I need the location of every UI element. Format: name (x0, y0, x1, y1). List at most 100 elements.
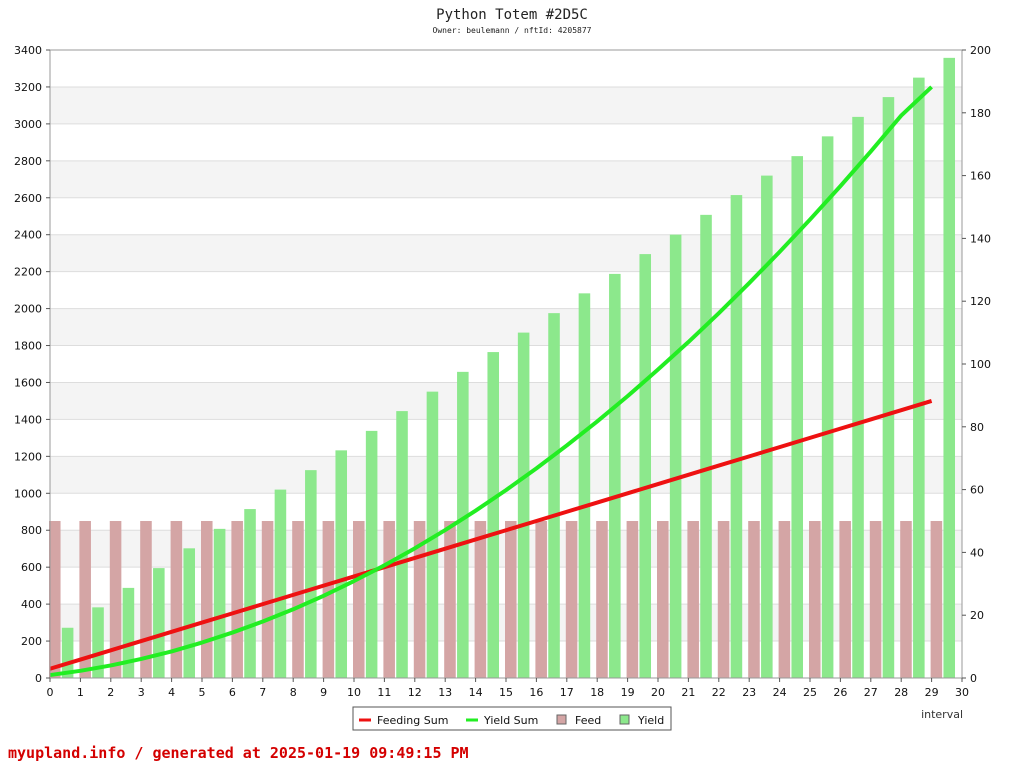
right-tick-label: 180 (970, 107, 991, 120)
feed-bar (657, 521, 669, 678)
x-tick-label: 1 (77, 686, 84, 699)
feed-bar (292, 521, 304, 678)
left-tick-label: 1800 (14, 340, 42, 353)
feed-bar (869, 521, 882, 678)
feed-bar (413, 521, 426, 678)
left-tick-label: 2200 (14, 266, 42, 279)
feed-bar (778, 521, 791, 678)
grid-band (50, 382, 962, 420)
yield-bar (730, 195, 743, 678)
left-tick-label: 800 (21, 524, 42, 537)
feed-bar (505, 521, 517, 678)
yield-bar (669, 234, 682, 678)
feed-bar (565, 521, 578, 678)
left-tick-label: 400 (21, 598, 42, 611)
yield-bar (487, 352, 500, 678)
feed-bar (201, 521, 213, 678)
legend-swatch-feed (556, 714, 567, 725)
left-tick-label: 1200 (14, 450, 42, 463)
yield-bar (274, 489, 287, 678)
feed-bar (140, 521, 152, 678)
feed-bar (444, 521, 456, 678)
grid-band (50, 86, 962, 124)
x-tick-label: 19 (621, 686, 635, 699)
right-tick-label: 80 (970, 421, 984, 434)
yield-bar (61, 627, 74, 678)
left-tick-label: 3400 (14, 44, 42, 57)
yield-bar (396, 411, 408, 678)
legend-swatch-yield (619, 714, 630, 725)
yield-bar (92, 607, 104, 678)
yield-bar (153, 568, 165, 678)
feed-bar (383, 521, 395, 678)
right-tick-label: 120 (970, 295, 991, 308)
feed-bar (474, 521, 487, 678)
lines (49, 85, 933, 678)
left-tick-label: 3000 (14, 118, 42, 131)
feed-bar (717, 521, 730, 678)
grid-band (50, 160, 962, 198)
x-tick-label: 29 (925, 686, 939, 699)
yield-bar (244, 509, 256, 678)
feed-bar (626, 521, 639, 678)
yield-bar (365, 430, 378, 678)
grid-band (50, 234, 962, 272)
x-tick-label: 15 (499, 686, 513, 699)
legend-label-feeding-sum: Feeding Sum (377, 714, 448, 727)
legend-label-yield-sum: Yield Sum (483, 714, 538, 727)
feed-bar (109, 521, 122, 678)
x-tick-label: 24 (773, 686, 787, 699)
x-tick-label: 2 (107, 686, 114, 699)
feed-bar (231, 521, 243, 678)
feed-bar (170, 521, 183, 678)
yield-bar (305, 470, 317, 678)
right-axis-ticks: 0 20 40 60 80 100 120 140 160 180 200 (962, 44, 991, 685)
right-tick-label: 140 (970, 232, 991, 245)
x-tick-label: 8 (290, 686, 297, 699)
yield-bar (457, 371, 469, 678)
left-tick-label: 200 (21, 635, 42, 648)
chart-title: Python Totem #2D5C (436, 7, 588, 23)
left-tick-label: 1600 (14, 376, 42, 389)
feed-bar (353, 521, 365, 678)
chart-subtitle: Owner: beulemann / nftId: 4205877 (433, 26, 592, 35)
x-tick-label: 7 (259, 686, 266, 699)
feed-bar (687, 521, 699, 678)
x-axis-ticks: 0 1 2 3 4 5 6 7 8 9 10 11 12 13 14 15 16 17 18 19 20 21 22 23 24… (47, 678, 969, 699)
right-tick-label: 60 (970, 484, 984, 497)
yield-bar (335, 450, 348, 678)
left-tick-label: 600 (21, 561, 42, 574)
right-tick-label: 200 (970, 44, 991, 57)
x-tick-label: 9 (320, 686, 327, 699)
feed-bar (930, 521, 943, 678)
feed-bar (261, 521, 274, 678)
yield-bar (639, 254, 652, 678)
x-axis-label: interval (921, 708, 963, 721)
legend-label-yield: Yield (637, 714, 664, 727)
right-tick-label: 20 (970, 609, 984, 622)
x-tick-label: 27 (864, 686, 878, 699)
left-tick-label: 3200 (14, 81, 42, 94)
x-tick-label: 11 (377, 686, 391, 699)
x-tick-label: 6 (229, 686, 236, 699)
right-tick-label: 160 (970, 170, 991, 183)
x-tick-label: 21 (681, 686, 695, 699)
feed-bar (79, 521, 91, 678)
yield-bar (791, 156, 804, 678)
bars (49, 57, 956, 679)
yield-bar (700, 214, 712, 678)
feed-bar (809, 521, 821, 678)
left-tick-label: 2600 (14, 192, 42, 205)
x-tick-label: 17 (560, 686, 574, 699)
feed-bar (535, 521, 547, 678)
left-tick-label: 2400 (14, 229, 42, 242)
grid-band (50, 456, 962, 494)
x-tick-label: 0 (47, 686, 54, 699)
yield-bar (943, 57, 956, 679)
x-tick-label: 20 (651, 686, 665, 699)
x-tick-label: 26 (833, 686, 847, 699)
legend: Feeding Sum Yield Sum Feed Yield (352, 706, 672, 731)
legend-box (352, 706, 672, 731)
yield-bar (426, 391, 439, 678)
yield-bar (821, 136, 834, 679)
